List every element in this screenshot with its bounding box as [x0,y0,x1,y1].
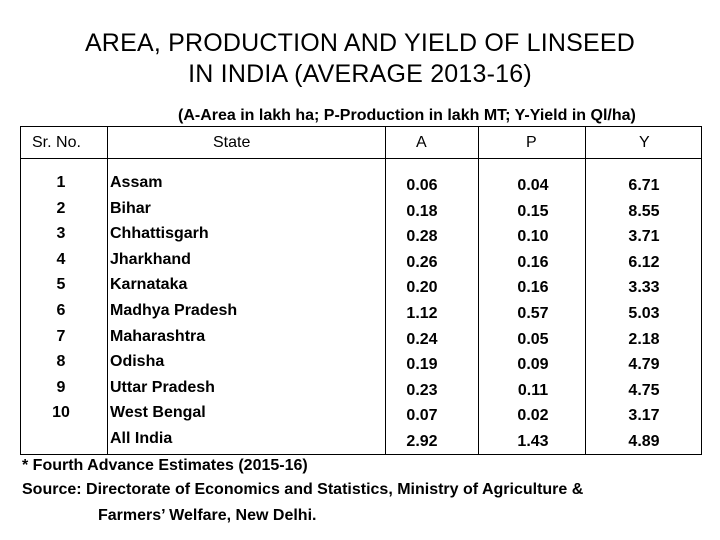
header-area: A [416,134,427,151]
source-line-2: Farmers’ Welfare, New Delhi. [98,507,317,524]
sr-cell: 4 [56,250,66,268]
sr-cell: 8 [56,353,66,371]
production-cell: 0.57 [517,305,549,322]
header-state: State [213,134,251,151]
area-cell: 0.28 [406,228,438,246]
area-cell: 0.07 [406,407,438,425]
area-cell: 0.24 [406,330,438,348]
area-cell: 1.12 [406,305,438,322]
data-table: Sr. No. State A P Y 1 Assam 0.06 0.04 6.71 2 B… [20,126,702,455]
yield-cell: 2.18 [628,330,660,348]
yield-cell: 4.79 [628,356,660,374]
area-cell: 0.23 [406,381,438,399]
column-divider [107,127,108,454]
state-cell: Uttar Pradesh [110,378,215,396]
state-cell: Bihar [110,199,151,217]
column-divider [385,127,386,454]
sr-cell: 3 [56,225,66,243]
yield-cell: 8.55 [628,202,660,220]
title-line-2: IN INDIA (AVERAGE 2013-16) [188,60,532,88]
sr-cell: 2 [56,199,66,217]
production-cell: 0.16 [517,279,549,297]
yield-cell: 6.71 [628,177,660,194]
column-divider [585,127,586,454]
area-cell: 0.26 [406,253,438,271]
production-cell: 0.15 [517,202,549,220]
state-cell: Chhattisgarh [110,225,209,243]
production-cell: 0.04 [517,177,549,194]
state-cell: Madhya Pradesh [110,302,238,319]
area-cell: 0.19 [406,356,438,374]
production-cell: 0.09 [517,356,549,374]
footnote: * Fourth Advance Estimates (2015-16) [22,457,308,474]
yield-cell: 3.17 [628,407,660,425]
production-cell: 0.11 [517,381,549,399]
area-cell: 0.06 [406,177,438,194]
yield-cell: 6.12 [628,253,660,271]
source-line-1: Source: Directorate of Economics and Sta… [22,481,584,498]
units-note: (A-Area in lakh ha; P-Production in lakh… [178,107,636,124]
area-cell: 0.18 [406,202,438,220]
header-divider [21,158,701,159]
yield-cell: 5.03 [628,305,660,322]
header-sr-no: Sr. No. [32,134,81,151]
production-cell: 0.02 [517,407,549,425]
area-cell: 2.92 [406,433,438,450]
sr-cell: 7 [56,327,66,345]
yield-cell: 4.89 [628,433,660,450]
column-divider [478,127,479,454]
sr-cell: 10 [52,404,70,422]
yield-cell: 4.75 [628,381,660,399]
production-cell: 1.43 [517,433,549,450]
header-yield: Y [639,134,650,151]
sr-cell: 9 [56,378,66,396]
production-cell: 0.10 [517,228,549,246]
yield-cell: 3.33 [628,279,660,297]
production-cell: 0.16 [517,253,549,271]
sr-cell: 6 [56,302,66,319]
sr-cell: 1 [56,174,66,191]
header-production: P [526,134,537,151]
yield-cell: 3.71 [628,228,660,246]
state-cell: All India [110,430,173,447]
document-title: AREA, PRODUCTION AND YIELD OF LINSEED IN… [0,28,720,90]
sr-cell: 5 [56,276,66,294]
state-cell: West Bengal [110,404,206,422]
title-line-1: AREA, PRODUCTION AND YIELD OF LINSEED [84,29,636,57]
production-cell: 0.05 [517,330,549,348]
area-cell: 0.20 [406,279,438,297]
state-cell: Maharashtra [110,327,206,345]
state-cell: Odisha [110,353,165,371]
state-cell: Karnataka [110,276,188,294]
state-cell: Jharkhand [110,250,191,268]
state-cell: Assam [110,174,163,191]
